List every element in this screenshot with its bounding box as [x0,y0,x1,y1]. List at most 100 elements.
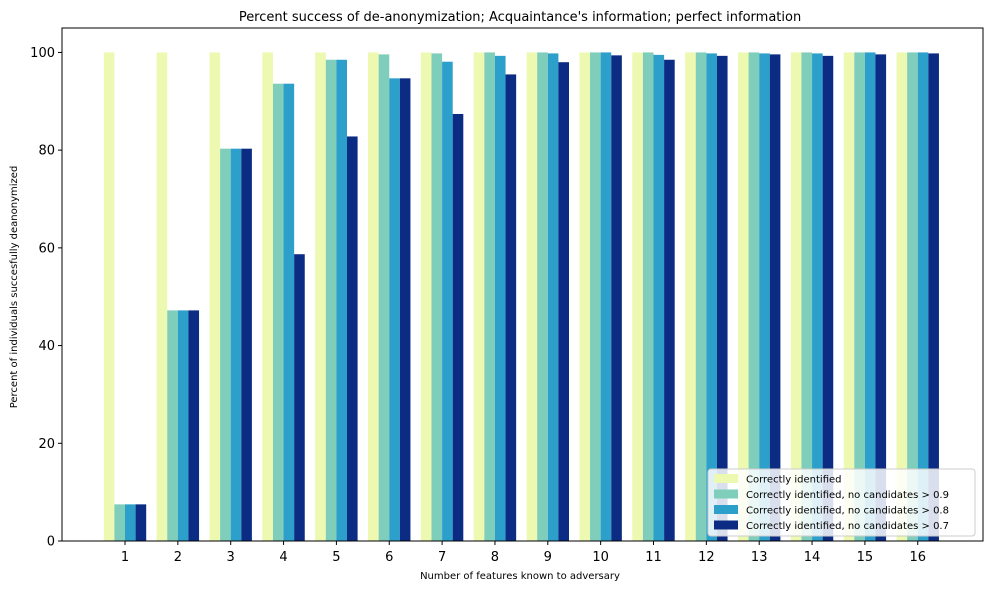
bar-1-9 [526,52,538,542]
bar-3-7 [442,61,453,542]
y-tick-label: 80 [38,144,55,159]
bar-3-6 [389,78,400,541]
bar-4-1 [135,504,147,541]
y-tick-label: 0 [47,535,55,550]
bar-1-15 [843,52,855,542]
legend-box [707,468,976,537]
bar-2-16 [907,52,918,542]
bar-1-1 [103,52,115,542]
bar-1-7 [420,52,432,542]
bar-3-3 [230,148,242,541]
y-axis: 0 20 40 60 80 100 [30,46,62,550]
bar-3-4 [283,83,295,541]
bar-3-9 [547,53,559,541]
legend-label-2: Correctly identified, no candidates > 0.… [746,490,949,501]
bar-2-6 [378,54,390,541]
legend-label-1: Correctly identified [746,475,842,486]
bar-2-14 [801,52,813,542]
bar-1-13 [738,52,749,542]
x-tick-label: 13 [751,550,768,565]
x-tick-label: 5 [332,550,340,565]
bar-1-12 [685,52,696,542]
bar-3-13 [759,53,770,541]
chart-title: Percent success of de-anonymization; Acq… [239,10,801,25]
x-tick-label: 14 [804,550,821,565]
bar-2-11 [642,52,654,542]
x-tick-label: 2 [174,550,182,565]
bar-3-8 [494,55,506,541]
bar-2-13 [748,52,760,542]
y-tick-label: 20 [38,437,55,452]
y-tick-label: 40 [38,339,55,354]
bar-4-7 [452,113,464,542]
bar-2-12 [695,52,707,542]
legend-swatch-4 [714,520,738,530]
bar-4-6 [399,78,411,541]
x-tick-label: 6 [385,550,393,565]
bar-2-1 [114,504,125,541]
bar-2-4 [272,83,284,541]
x-tick-label: 15 [857,550,874,565]
bar-3-11 [653,54,665,542]
bar-2-9 [537,52,548,542]
bar-3-14 [812,53,823,541]
x-tick-label: 7 [438,550,446,565]
bar-4-13 [769,54,781,541]
bar-2-3 [220,148,231,541]
bar-4-3 [241,148,252,541]
bar-3-5 [336,59,347,541]
x-tick-label: 4 [279,550,287,565]
bar-4-15 [875,54,887,541]
x-tick-label: 10 [592,550,609,565]
bar-3-1 [125,504,136,541]
bar-2-8 [484,52,495,542]
bar-2-5 [325,59,337,541]
bar-4-4 [294,254,305,541]
bar-4-12 [716,55,728,541]
legend-label-3: Correctly identified, no candidates > 0.… [746,506,949,517]
bar-4-14 [822,55,834,541]
x-tick-label: 11 [645,550,662,565]
bar-2-15 [854,52,865,542]
bars-group [103,52,939,542]
bar-4-16 [928,53,939,541]
x-tick-label: 3 [227,550,235,565]
bar-1-16 [896,52,908,542]
legend-label-4: Correctly identified, no candidates > 0.… [746,521,949,532]
x-axis: 1 2 3 4 5 6 7 8 9 10 11 12 13 14 15 16 [121,541,926,565]
bar-4-8 [505,74,517,541]
bar-4-11 [664,59,675,541]
bar-2-2 [167,310,178,541]
bar-1-5 [315,52,326,542]
bar-3-10 [600,52,612,542]
x-axis-label: Number of features known to adversary [420,571,620,582]
bar-3-12 [706,53,717,541]
y-tick-label: 100 [30,46,55,61]
x-tick-label: 8 [491,550,499,565]
bar-1-3 [209,52,221,542]
y-axis-label: Percent of individuals succesfully deano… [9,166,20,409]
bar-2-10 [590,52,601,542]
plot-frame [61,27,984,542]
bar-1-10 [579,52,591,542]
legend-swatch-2 [714,489,738,499]
bar-1-2 [156,52,168,542]
legend: Correctly identified Correctly identified… [707,468,976,537]
bar-4-2 [188,310,200,541]
bar-3-15 [864,52,876,542]
x-tick-label: 16 [909,550,926,565]
bar-2-7 [431,53,443,541]
bar-4-10 [611,55,622,542]
bar-1-11 [632,52,643,542]
bar-1-8 [473,52,485,542]
bar-1-14 [790,52,802,542]
bar-4-9 [558,62,569,541]
bar-3-2 [177,310,189,541]
bar-3-16 [917,52,929,542]
x-tick-label: 1 [121,550,129,565]
bar-1-4 [262,52,273,542]
x-tick-label: 9 [544,550,552,565]
x-tick-label: 12 [698,550,715,565]
